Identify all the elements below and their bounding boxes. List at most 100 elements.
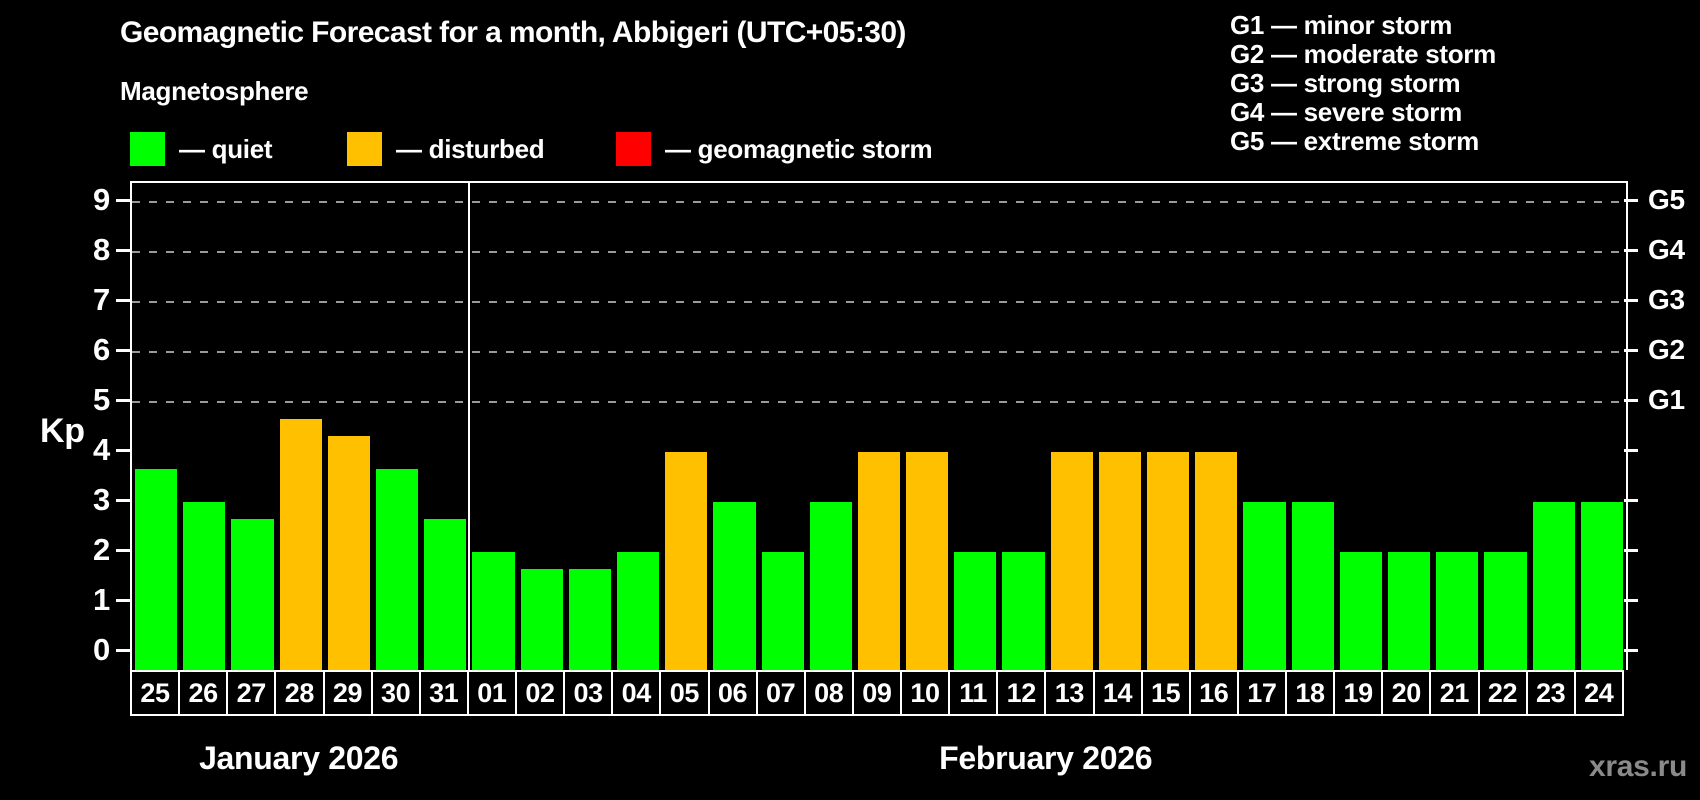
g-legend-line-g5: G5 — extreme storm	[1230, 126, 1479, 156]
right-axis-label-g2: G2	[1648, 334, 1685, 365]
y-axis-title: Kp	[40, 412, 85, 450]
date-cell-20: 20	[1381, 670, 1432, 716]
kp-bar-day-07	[761, 552, 804, 670]
date-cell-07: 07	[755, 670, 806, 716]
date-cell-31: 31	[418, 670, 469, 716]
y-tick-right-8	[1624, 249, 1638, 252]
kp-bar-day-17	[1243, 502, 1286, 670]
kp-bar-day-13	[1050, 452, 1093, 670]
y-tick-left-6	[116, 349, 130, 352]
legend-item-quiet: — quiet	[130, 131, 273, 167]
month-separator	[468, 183, 471, 670]
y-tick-right-4	[1624, 449, 1638, 452]
kp-bar-day-19	[1339, 552, 1383, 670]
date-cell-22: 22	[1477, 670, 1528, 716]
kp-bar-day-02	[520, 568, 563, 670]
y-tick-label-2: 2	[93, 532, 110, 567]
kp-bar-day-05	[665, 452, 708, 670]
y-tick-right-5	[1624, 399, 1638, 402]
y-tick-right-3	[1624, 499, 1638, 502]
kp-bar-day-04	[616, 552, 660, 670]
y-tick-left-7	[116, 299, 130, 302]
page-title: Geomagnetic Forecast for a month, Abbige…	[120, 16, 906, 49]
disturbed-color-swatch	[347, 132, 382, 166]
kp-bar-day-29	[327, 435, 370, 670]
date-cell-08: 08	[803, 670, 854, 716]
date-cell-23: 23	[1525, 670, 1576, 716]
y-tick-label-1: 1	[93, 582, 110, 617]
kp-bar-day-20	[1388, 552, 1431, 670]
month-label-1: February 2026	[939, 740, 1153, 776]
kp-bar-day-06	[713, 502, 756, 670]
kp-bar-day-23	[1532, 502, 1575, 670]
kp-bar-day-22	[1484, 552, 1527, 670]
right-axis-label-g4: G4	[1648, 234, 1685, 265]
kp-bar-day-25	[135, 468, 178, 670]
y-tick-left-3	[116, 499, 130, 502]
date-cell-09: 09	[851, 670, 902, 716]
date-cell-29: 29	[322, 670, 373, 716]
kp-bar-day-24	[1580, 502, 1623, 670]
kp-bar-day-27	[231, 518, 274, 670]
kp-bar-day-26	[183, 502, 226, 670]
date-cell-15: 15	[1140, 670, 1191, 716]
kp-bar-day-14	[1098, 452, 1142, 670]
y-tick-left-0	[116, 649, 130, 652]
date-cell-26: 26	[178, 670, 229, 716]
kp-bar-day-18	[1291, 502, 1334, 670]
y-tick-left-2	[116, 549, 130, 552]
kp-bar-day-03	[568, 568, 611, 670]
y-tick-label-8: 8	[93, 232, 110, 267]
kp-bar-day-21	[1436, 552, 1479, 670]
y-tick-left-1	[116, 599, 130, 602]
date-cell-01: 01	[466, 670, 517, 716]
gridline-kp8	[132, 251, 1626, 253]
y-tick-right-2	[1624, 549, 1638, 552]
date-cell-27: 27	[226, 670, 277, 716]
kp-bar-day-11	[954, 552, 997, 670]
y-tick-left-5	[116, 399, 130, 402]
y-tick-label-0: 0	[93, 632, 110, 667]
kp-bar-day-28	[279, 418, 322, 670]
date-cell-04: 04	[611, 670, 662, 716]
date-cell-18: 18	[1285, 670, 1336, 716]
y-tick-right-1	[1624, 599, 1638, 602]
legend-label-storm: — geomagnetic storm	[665, 133, 933, 164]
right-axis-label-g1: G1	[1648, 384, 1685, 415]
y-tick-right-6	[1624, 349, 1638, 352]
date-cell-12: 12	[996, 670, 1047, 716]
g-legend-line-g2: G2 — moderate storm	[1230, 39, 1496, 69]
storm-color-swatch	[616, 132, 651, 166]
chart-subtitle: Magnetosphere	[120, 76, 309, 106]
kp-bar-day-08	[809, 502, 852, 670]
y-tick-right-9	[1624, 199, 1638, 202]
legend-item-disturbed: — disturbed	[347, 131, 545, 167]
gridline-kp7	[132, 301, 1626, 303]
g-scale-legend: G1 — minor storm G2 — moderate storm G3 …	[1230, 11, 1496, 156]
quiet-color-swatch	[130, 132, 165, 166]
date-cell-28: 28	[274, 670, 325, 716]
date-cell-25: 25	[130, 670, 181, 716]
date-cell-13: 13	[1044, 670, 1095, 716]
y-tick-label-4: 4	[93, 432, 110, 467]
g-legend-line-g4: G4 — severe storm	[1230, 97, 1462, 127]
date-cell-19: 19	[1333, 670, 1384, 716]
date-cell-17: 17	[1236, 670, 1287, 716]
date-cell-05: 05	[659, 670, 710, 716]
date-cell-03: 03	[563, 670, 614, 716]
date-cell-21: 21	[1429, 670, 1480, 716]
kp-bar-day-12	[1002, 552, 1045, 670]
y-tick-right-0	[1624, 649, 1638, 652]
date-cell-11: 11	[948, 670, 999, 716]
y-tick-label-9: 9	[93, 182, 110, 217]
legend-label-quiet: — quiet	[179, 133, 273, 164]
gridline-kp5	[132, 401, 1626, 403]
date-cell-16: 16	[1188, 670, 1239, 716]
gridline-kp6	[132, 351, 1626, 353]
kp-bar-day-16	[1195, 452, 1238, 670]
watermark: xras.ru	[1589, 750, 1687, 783]
g-legend-line-g1: G1 — minor storm	[1230, 10, 1453, 40]
legend-label-disturbed: — disturbed	[396, 133, 545, 164]
kp-bar-day-01	[472, 552, 515, 670]
y-tick-left-4	[116, 449, 130, 452]
